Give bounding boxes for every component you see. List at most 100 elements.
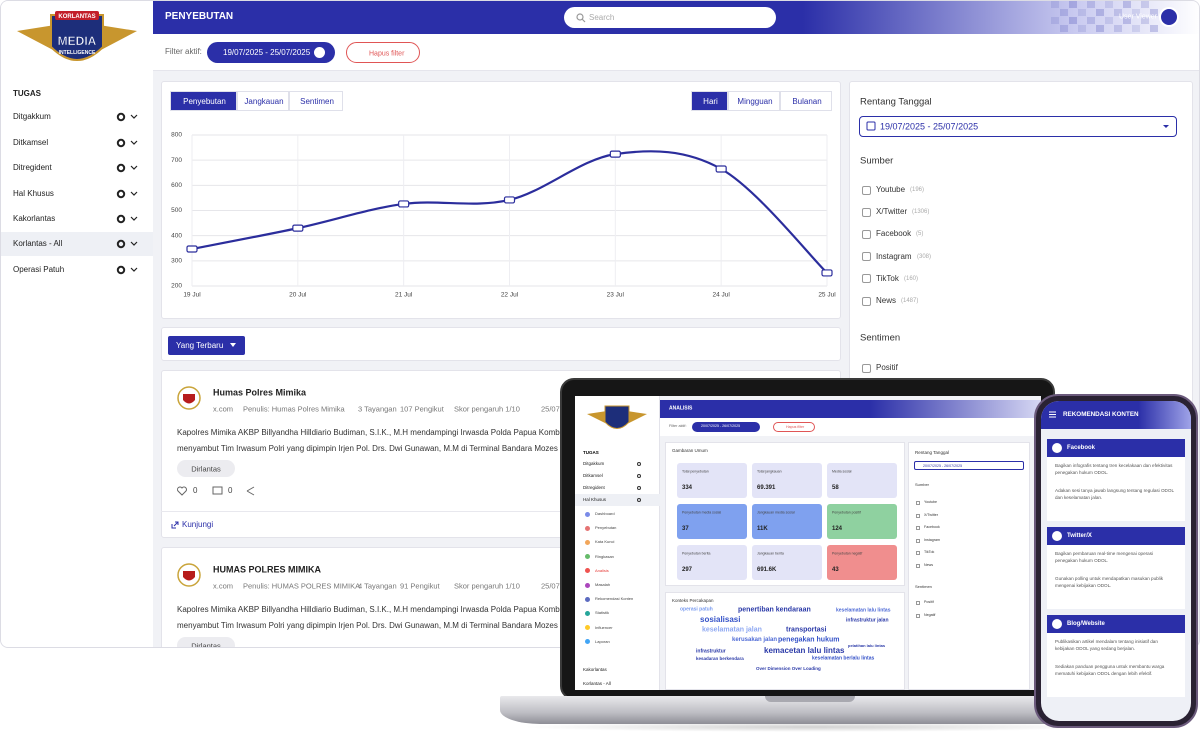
y-tick-label: 400 — [171, 232, 182, 239]
checkbox[interactable] — [862, 207, 871, 217]
menu-item[interactable]: Operasi Patuh — [13, 265, 65, 274]
menu-item[interactable]: Korlantas - All — [13, 239, 63, 248]
menu-item[interactable]: Ditregident — [13, 163, 52, 172]
checkbox[interactable] — [862, 185, 871, 195]
laptop-submenu-item[interactable]: Influencer — [595, 624, 613, 630]
gear-icon — [116, 239, 126, 249]
checkbox[interactable] — [862, 363, 871, 373]
checkbox[interactable] — [862, 274, 871, 284]
laptop-menu-item[interactable]: Kakorlantas — [583, 666, 607, 672]
tab-button[interactable]: Sentimen — [289, 91, 343, 111]
logo-shield — [50, 14, 104, 61]
laptop-submenu-item[interactable]: Dashboard — [595, 511, 615, 516]
post-meta: Skor pengaruh 1/10 — [454, 581, 520, 591]
pattern-cell — [1051, 1, 1059, 8]
word-cloud-card: Konteks Percakapan operasi patuh penertiba… — [665, 592, 905, 690]
chevron — [130, 114, 138, 119]
post-meta: 25/07 — [541, 581, 560, 591]
laptop-panel-title: Sumber — [915, 482, 930, 487]
checkbox[interactable] — [862, 252, 871, 262]
laptop-panel-title: Sentimen — [915, 584, 932, 589]
y-tick-label: 800 — [171, 132, 182, 139]
laptop-submenu-item[interactable]: Ringkasan — [595, 553, 614, 559]
laptop-menu-item[interactable]: Hal Khusus — [583, 496, 607, 502]
metric-value: 11K — [757, 526, 768, 532]
pattern-cell — [1096, 9, 1104, 16]
checkbox[interactable] — [862, 296, 871, 306]
menu-item[interactable]: Ditkamsel — [13, 138, 49, 147]
laptop-menu-item[interactable]: Korlantas - All — [583, 680, 611, 686]
tab-label: Hari — [703, 96, 718, 106]
metric-label: Jangkauan media sosial — [757, 510, 795, 515]
gear-icon — [116, 189, 126, 199]
search-box[interactable]: Search — [564, 7, 776, 28]
clear-filter[interactable]: Hapus filter — [346, 42, 420, 63]
laptop-source: Instagram — [924, 537, 940, 542]
menu-item[interactable]: Kakorlantas — [13, 214, 56, 223]
metric-card: Penyebutan negatif 43 — [827, 545, 897, 580]
cloud-word: operasi patuh — [680, 606, 713, 613]
laptop-menu-item[interactable]: Ditkamsel — [583, 472, 603, 478]
tab-button[interactable]: Bulanan — [780, 91, 832, 111]
laptop-submenu-item[interactable]: Analisis — [595, 567, 609, 573]
checkbox — [916, 526, 920, 530]
logo-ribbon — [55, 11, 99, 20]
post-text: Kapolres Mimika AKBP Billyandha Hilldiar… — [177, 428, 582, 437]
pattern-cell — [1060, 25, 1068, 32]
metric-card: Jangkauan berita 691.6K — [752, 545, 822, 580]
tab-button[interactable]: Penyebutan — [170, 91, 237, 111]
panel-title: Sumber — [860, 155, 894, 167]
checkbox — [916, 563, 920, 568]
laptop-source: X/Twitter — [924, 512, 938, 517]
avatar[interactable] — [1159, 7, 1179, 27]
search-handle — [581, 18, 586, 23]
gear-icon — [116, 138, 126, 148]
menu-item[interactable]: Hal Khusus — [13, 189, 54, 198]
tab-label: Penyebutan — [183, 96, 226, 106]
menu-icons — [116, 214, 138, 224]
section-header: Facebook — [1047, 439, 1185, 457]
like-count: 0 — [193, 486, 198, 495]
section-name: Facebook — [1067, 445, 1096, 451]
post-tag-text: Dirlantas — [191, 640, 221, 648]
laptop-menu-item[interactable]: Ditregident — [583, 484, 605, 490]
data-point — [821, 269, 833, 277]
laptop-submenu-item[interactable]: Laporan — [595, 638, 610, 644]
post-meta: 3 Tayangan — [358, 404, 397, 414]
tab-button[interactable]: Mingguan — [728, 91, 780, 111]
section-text: Bagikan infografis tentang tren kecelaka… — [1055, 463, 1173, 475]
x-tick-label: 23 Jul — [607, 292, 625, 299]
laptop-clear: Hapus filter — [773, 422, 815, 432]
metric-card: Media sosial 58 — [827, 463, 897, 498]
cloud-word: keselamatan lalu lintas — [836, 607, 891, 614]
panel-title: Sentimen — [860, 332, 901, 344]
source-name: X/Twitter — [876, 207, 908, 217]
laptop-submenu-item[interactable]: Kata Kunci — [595, 539, 615, 545]
overview-card: Gambaran Umum Total penyebutan 334 Total ja… — [665, 442, 905, 586]
metric-label: Penyebutan negatif — [832, 551, 863, 556]
x-tick-label: 24 Jul — [712, 292, 730, 299]
sort-button[interactable]: Yang Terbaru — [168, 336, 245, 355]
x-tick-label: 22 Jul — [501, 292, 519, 299]
laptop-submenu-item[interactable]: Penyebutan — [595, 525, 617, 531]
chart-card: Penyebutan Jangkauan Sentimen Hari Mingguan B… — [161, 81, 841, 319]
visit-link[interactable]: Kunjungi — [182, 520, 214, 529]
laptop-submenu-item[interactable]: Masalah — [595, 582, 611, 587]
laptop-menu-item[interactable]: Ditgakkum — [583, 460, 605, 466]
tab-button[interactable]: Jangkauan — [237, 91, 289, 111]
checkbox[interactable] — [862, 229, 871, 239]
clear-filter-text: Hapus filter — [369, 50, 405, 57]
post-text: menyambut Tim Irwasum Polri yang dipimpi… — [177, 444, 589, 453]
laptop-submenu-item[interactable]: Statistik — [595, 610, 610, 616]
y-tick-label: 500 — [171, 207, 182, 214]
tab-button[interactable]: Hari — [691, 91, 728, 111]
menu-icons — [116, 239, 138, 249]
dropdown-caret — [1163, 125, 1169, 128]
date-dropdown[interactable]: 19/07/2025 - 25/07/2025 — [859, 116, 1177, 137]
pattern-cell — [1069, 1, 1077, 8]
laptop-submenu-item[interactable]: Rekomendasi Konten — [595, 596, 634, 602]
filter-chip[interactable]: 19/07/2025 - 25/07/2025 — [207, 42, 335, 63]
metric-label: Penyebutan positif — [832, 510, 861, 515]
cloud-word: sosialisasi — [700, 615, 741, 624]
menu-item[interactable]: Ditgakkum — [13, 112, 51, 121]
